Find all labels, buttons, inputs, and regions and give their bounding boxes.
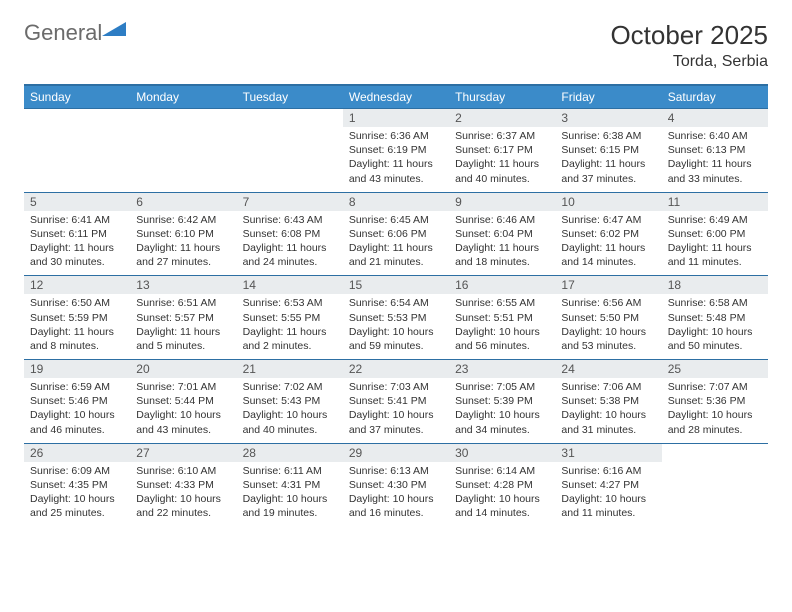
day-number-cell: 20 <box>130 360 236 379</box>
daynum-row: 262728293031 <box>24 443 768 462</box>
day-number-cell <box>237 109 343 128</box>
day-content-cell: Sunrise: 7:02 AMSunset: 5:43 PMDaylight:… <box>237 378 343 443</box>
logo-text-general: General <box>24 20 102 45</box>
logo: General Blue <box>24 20 102 72</box>
day-number-cell: 16 <box>449 276 555 295</box>
day-content-cell: Sunrise: 6:13 AMSunset: 4:30 PMDaylight:… <box>343 462 449 527</box>
day-content-cell: Sunrise: 6:14 AMSunset: 4:28 PMDaylight:… <box>449 462 555 527</box>
header: General Blue October 2025 Torda, Serbia <box>24 20 768 72</box>
day-content-cell <box>237 127 343 192</box>
logo-triangle-icon <box>102 22 128 38</box>
day-header-row: SundayMondayTuesdayWednesdayThursdayFrid… <box>24 85 768 109</box>
daynum-row: 567891011 <box>24 192 768 211</box>
day-content-cell: Sunrise: 6:49 AMSunset: 6:00 PMDaylight:… <box>662 211 768 276</box>
day-number-cell: 10 <box>555 192 661 211</box>
day-content-cell: Sunrise: 6:59 AMSunset: 5:46 PMDaylight:… <box>24 378 130 443</box>
day-number-cell: 5 <box>24 192 130 211</box>
day-content-cell: Sunrise: 6:41 AMSunset: 6:11 PMDaylight:… <box>24 211 130 276</box>
day-content-cell: Sunrise: 6:42 AMSunset: 6:10 PMDaylight:… <box>130 211 236 276</box>
day-number-cell: 14 <box>237 276 343 295</box>
day-content-cell: Sunrise: 6:50 AMSunset: 5:59 PMDaylight:… <box>24 294 130 359</box>
day-content-cell: Sunrise: 6:56 AMSunset: 5:50 PMDaylight:… <box>555 294 661 359</box>
day-content-cell: Sunrise: 6:16 AMSunset: 4:27 PMDaylight:… <box>555 462 661 527</box>
day-number-cell: 11 <box>662 192 768 211</box>
content-row: Sunrise: 6:09 AMSunset: 4:35 PMDaylight:… <box>24 462 768 527</box>
day-number-cell: 15 <box>343 276 449 295</box>
day-content-cell: Sunrise: 7:06 AMSunset: 5:38 PMDaylight:… <box>555 378 661 443</box>
day-number-cell: 19 <box>24 360 130 379</box>
daynum-row: 1234 <box>24 109 768 128</box>
day-number-cell: 29 <box>343 443 449 462</box>
day-number-cell: 22 <box>343 360 449 379</box>
day-number-cell: 30 <box>449 443 555 462</box>
day-content-cell: Sunrise: 6:36 AMSunset: 6:19 PMDaylight:… <box>343 127 449 192</box>
day-number-cell: 3 <box>555 109 661 128</box>
day-content-cell: Sunrise: 6:51 AMSunset: 5:57 PMDaylight:… <box>130 294 236 359</box>
day-number-cell: 7 <box>237 192 343 211</box>
day-number-cell: 28 <box>237 443 343 462</box>
day-number-cell: 12 <box>24 276 130 295</box>
logo-text-blue: Blue <box>0 64 28 90</box>
calendar-table: SundayMondayTuesdayWednesdayThursdayFrid… <box>24 84 768 526</box>
day-content-cell: Sunrise: 6:54 AMSunset: 5:53 PMDaylight:… <box>343 294 449 359</box>
day-content-cell: Sunrise: 6:46 AMSunset: 6:04 PMDaylight:… <box>449 211 555 276</box>
day-number-cell: 31 <box>555 443 661 462</box>
day-number-cell: 25 <box>662 360 768 379</box>
day-number-cell: 8 <box>343 192 449 211</box>
day-content-cell: Sunrise: 6:37 AMSunset: 6:17 PMDaylight:… <box>449 127 555 192</box>
day-number-cell: 26 <box>24 443 130 462</box>
day-content-cell <box>24 127 130 192</box>
day-content-cell: Sunrise: 6:09 AMSunset: 4:35 PMDaylight:… <box>24 462 130 527</box>
day-header: Monday <box>130 85 236 109</box>
day-content-cell: Sunrise: 7:01 AMSunset: 5:44 PMDaylight:… <box>130 378 236 443</box>
day-number-cell: 4 <box>662 109 768 128</box>
day-header: Friday <box>555 85 661 109</box>
day-content-cell: Sunrise: 7:03 AMSunset: 5:41 PMDaylight:… <box>343 378 449 443</box>
content-row: Sunrise: 6:36 AMSunset: 6:19 PMDaylight:… <box>24 127 768 192</box>
day-header: Tuesday <box>237 85 343 109</box>
daynum-row: 19202122232425 <box>24 360 768 379</box>
day-header: Saturday <box>662 85 768 109</box>
day-content-cell: Sunrise: 6:53 AMSunset: 5:55 PMDaylight:… <box>237 294 343 359</box>
day-content-cell: Sunrise: 6:40 AMSunset: 6:13 PMDaylight:… <box>662 127 768 192</box>
day-number-cell <box>24 109 130 128</box>
day-header: Thursday <box>449 85 555 109</box>
day-content-cell: Sunrise: 6:45 AMSunset: 6:06 PMDaylight:… <box>343 211 449 276</box>
day-number-cell: 17 <box>555 276 661 295</box>
day-content-cell: Sunrise: 7:05 AMSunset: 5:39 PMDaylight:… <box>449 378 555 443</box>
day-content-cell: Sunrise: 6:11 AMSunset: 4:31 PMDaylight:… <box>237 462 343 527</box>
day-content-cell: Sunrise: 6:38 AMSunset: 6:15 PMDaylight:… <box>555 127 661 192</box>
day-number-cell: 1 <box>343 109 449 128</box>
day-content-cell: Sunrise: 6:10 AMSunset: 4:33 PMDaylight:… <box>130 462 236 527</box>
day-content-cell: Sunrise: 6:43 AMSunset: 6:08 PMDaylight:… <box>237 211 343 276</box>
location: Torda, Serbia <box>610 53 768 71</box>
page-title: October 2025 <box>610 20 768 51</box>
day-content-cell: Sunrise: 6:55 AMSunset: 5:51 PMDaylight:… <box>449 294 555 359</box>
day-content-cell: Sunrise: 6:58 AMSunset: 5:48 PMDaylight:… <box>662 294 768 359</box>
day-header: Sunday <box>24 85 130 109</box>
day-number-cell: 21 <box>237 360 343 379</box>
day-content-cell: Sunrise: 7:07 AMSunset: 5:36 PMDaylight:… <box>662 378 768 443</box>
daynum-row: 12131415161718 <box>24 276 768 295</box>
day-number-cell: 23 <box>449 360 555 379</box>
content-row: Sunrise: 6:59 AMSunset: 5:46 PMDaylight:… <box>24 378 768 443</box>
day-number-cell: 9 <box>449 192 555 211</box>
day-content-cell <box>130 127 236 192</box>
day-content-cell <box>662 462 768 527</box>
day-number-cell: 18 <box>662 276 768 295</box>
day-number-cell: 27 <box>130 443 236 462</box>
content-row: Sunrise: 6:50 AMSunset: 5:59 PMDaylight:… <box>24 294 768 359</box>
content-row: Sunrise: 6:41 AMSunset: 6:11 PMDaylight:… <box>24 211 768 276</box>
day-number-cell: 6 <box>130 192 236 211</box>
day-number-cell <box>130 109 236 128</box>
day-number-cell: 13 <box>130 276 236 295</box>
day-header: Wednesday <box>343 85 449 109</box>
day-number-cell: 2 <box>449 109 555 128</box>
day-number-cell: 24 <box>555 360 661 379</box>
day-number-cell <box>662 443 768 462</box>
day-content-cell: Sunrise: 6:47 AMSunset: 6:02 PMDaylight:… <box>555 211 661 276</box>
